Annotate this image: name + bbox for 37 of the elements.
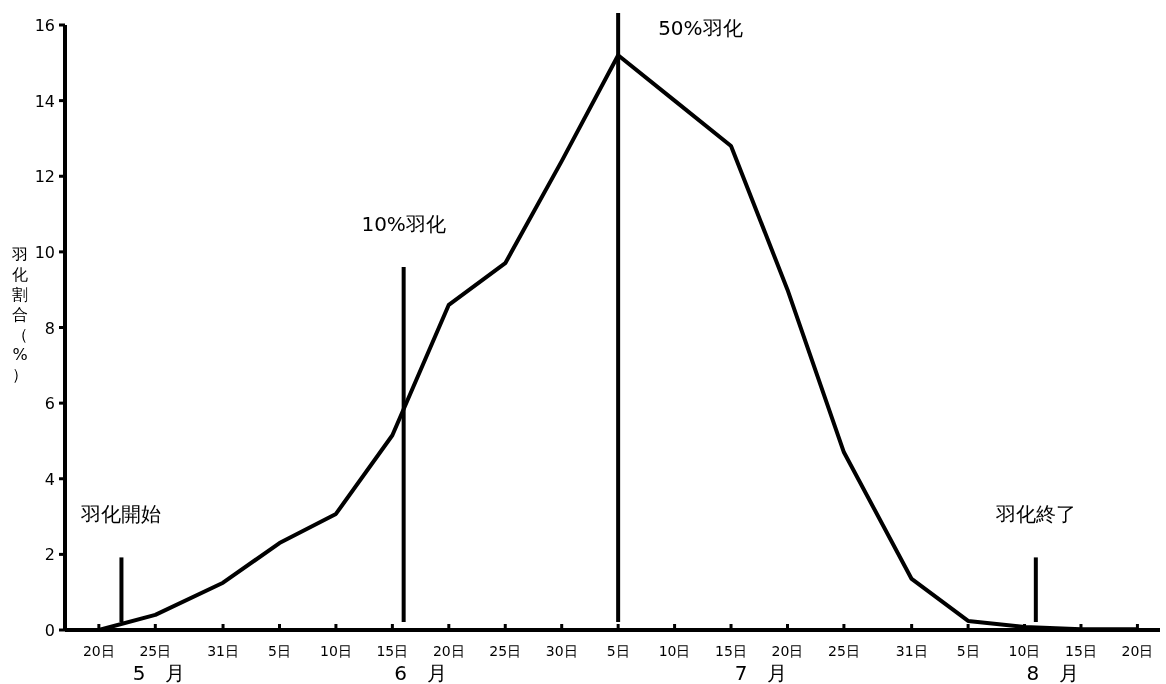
x-tick-label: 15日 bbox=[376, 643, 409, 659]
y-tick-label: 6 bbox=[44, 394, 55, 414]
x-tick-label: 31日 bbox=[207, 643, 239, 659]
y-tick-label: 10 bbox=[34, 242, 55, 262]
y-tick-label: 4 bbox=[44, 469, 55, 489]
x-tick-label: 5日 bbox=[956, 643, 980, 659]
text: 5 月 bbox=[132, 661, 186, 684]
x-tick-label: 10日 bbox=[658, 643, 691, 659]
x-tick-label: 10日 bbox=[1008, 643, 1041, 659]
y-tick-label: 16 bbox=[34, 16, 55, 35]
x-tick-label: 20日 bbox=[1121, 643, 1154, 659]
ref-line-label: 羽化開始 bbox=[80, 502, 162, 527]
x-tick-label: 15日 bbox=[1065, 643, 1097, 659]
x-tick-label: 20日 bbox=[82, 643, 115, 659]
x-tick-label: 20日 bbox=[771, 643, 804, 659]
ref-line-label: 10%羽化 bbox=[361, 212, 446, 236]
y-tick-label: 8 bbox=[44, 318, 55, 338]
ref-line-label: 50%羽化 bbox=[658, 16, 743, 40]
x-tick-label: 5日 bbox=[606, 643, 630, 659]
ref-line-label: 羽化終了 bbox=[994, 502, 1076, 527]
x-tick-label: 15日 bbox=[715, 643, 747, 659]
x-tick-label: 25日 bbox=[139, 643, 172, 659]
y-tick-label: 0 bbox=[44, 621, 55, 640]
x-tick-label: 10日 bbox=[320, 643, 352, 659]
x-tick-label: 20日 bbox=[432, 643, 465, 659]
x-tick-label: 25日 bbox=[489, 643, 522, 659]
x-tick-label: 31日 bbox=[895, 643, 928, 659]
text: 8 月 bbox=[1026, 661, 1080, 684]
x-tick-label: 5日 bbox=[268, 643, 291, 659]
x-tick-label: 25日 bbox=[828, 643, 860, 659]
y-tick-label: 2 bbox=[44, 545, 55, 565]
y-tick-label: 12 bbox=[34, 167, 55, 187]
text: 6 月 bbox=[394, 661, 447, 684]
ylabel: 羽化割合（%） bbox=[12, 245, 28, 384]
text: 7 月 bbox=[734, 661, 788, 684]
x-tick-label: 30日 bbox=[545, 643, 578, 659]
y-tick-label: 14 bbox=[34, 91, 55, 111]
